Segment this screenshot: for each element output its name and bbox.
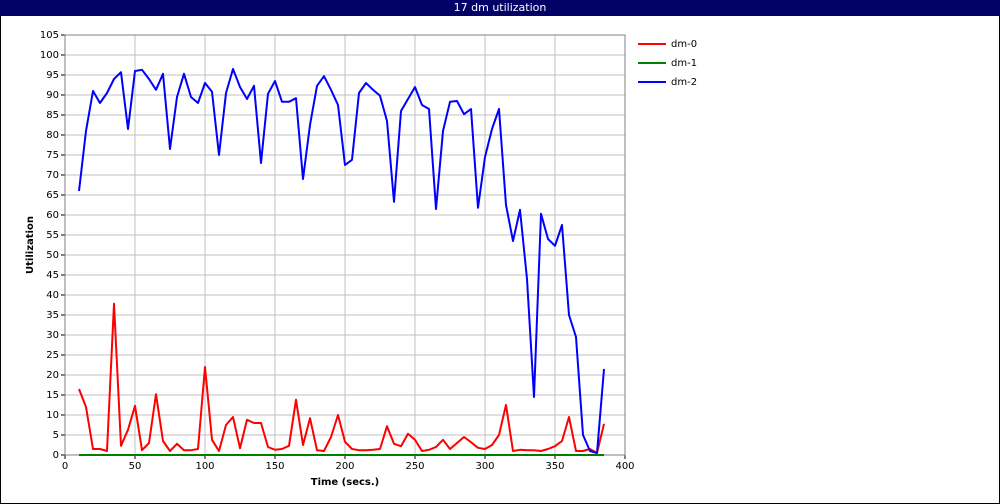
y-tick-label: 45: [46, 270, 59, 281]
y-tick-label: 5: [53, 430, 59, 441]
x-tick-label: 100: [195, 461, 214, 472]
data-line: [78, 68, 605, 454]
y-tick-label: 95: [46, 70, 59, 81]
title-bar: [0, 0, 1000, 16]
x-tick-label: 300: [475, 461, 494, 472]
y-tick-label: 65: [46, 190, 59, 201]
y-tick-label: 90: [46, 90, 59, 101]
chart-title: 17 dm utilization: [454, 1, 547, 14]
x-tick-label: 150: [265, 461, 284, 472]
x-tick-label: 400: [615, 461, 634, 472]
y-tick-label: 35: [46, 310, 59, 321]
x-tick-label: 250: [405, 461, 424, 472]
y-tick-label: 60: [46, 210, 59, 221]
y-tick-label: 75: [46, 150, 59, 161]
legend-label: dm-2: [671, 77, 697, 88]
y-tick-label: 70: [46, 170, 59, 181]
y-tick-label: 50: [46, 250, 59, 261]
y-tick-label: 25: [46, 350, 59, 361]
x-tick-label: 50: [129, 461, 142, 472]
y-tick-label: 100: [40, 50, 59, 61]
legend-label: dm-0: [671, 39, 697, 50]
y-tick-label: 20: [46, 370, 59, 381]
y-tick-label: 105: [40, 30, 59, 41]
y-tick-label: 55: [46, 230, 59, 241]
y-axis-title: Utilization: [25, 216, 36, 274]
y-tick-label: 0: [53, 450, 59, 461]
x-tick-label: 0: [62, 461, 68, 472]
y-tick-label: 10: [46, 410, 59, 421]
y-tick-label: 40: [46, 290, 59, 301]
data-line: [78, 302, 605, 454]
y-tick-label: 80: [46, 130, 59, 141]
y-tick-label: 15: [46, 390, 59, 401]
legend-label: dm-1: [671, 58, 697, 69]
x-tick-label: 350: [545, 461, 564, 472]
y-tick-label: 30: [46, 330, 59, 341]
x-axis-title: Time (secs.): [311, 477, 380, 488]
x-tick-label: 200: [335, 461, 354, 472]
y-tick-label: 85: [46, 110, 59, 121]
